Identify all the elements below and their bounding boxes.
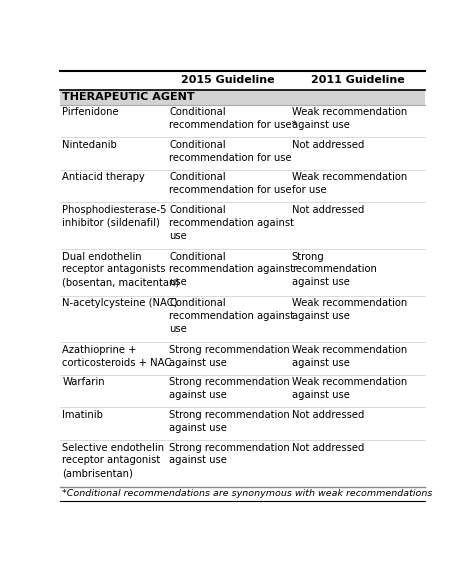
Text: Conditional
recommendation against
use: Conditional recommendation against use xyxy=(169,298,294,334)
Text: Dual endothelin
receptor antagonists
(bosentan, macitentan): Dual endothelin receptor antagonists (bo… xyxy=(62,251,180,287)
Text: Azathioprine +
corticosteroids + NAC: Azathioprine + corticosteroids + NAC xyxy=(62,345,172,368)
Text: Antiacid therapy: Antiacid therapy xyxy=(62,173,145,182)
Text: Not addressed: Not addressed xyxy=(292,410,364,420)
Text: Conditional
recommendation for use: Conditional recommendation for use xyxy=(169,173,292,196)
Text: Strong
recommendation
against use: Strong recommendation against use xyxy=(292,251,377,287)
Text: Weak recommendation
against use: Weak recommendation against use xyxy=(292,107,407,130)
Text: Strong recommendation
against use: Strong recommendation against use xyxy=(169,377,290,400)
Bar xyxy=(60,296,426,343)
Text: Nintedanib: Nintedanib xyxy=(62,140,117,150)
Text: Conditional
recommendation for use*: Conditional recommendation for use* xyxy=(169,107,297,130)
Text: Not addressed: Not addressed xyxy=(292,140,364,150)
Text: *Conditional recommendations are synonymous with weak recommendations: *Conditional recommendations are synonym… xyxy=(62,489,433,498)
Bar xyxy=(60,202,426,249)
Text: Weak recommendation
against use: Weak recommendation against use xyxy=(292,345,407,368)
Text: N-acetylcysteine (NAC): N-acetylcysteine (NAC) xyxy=(62,298,178,308)
Text: Conditional
recommendation against
use: Conditional recommendation against use xyxy=(169,251,294,287)
Text: Strong recommendation
against use: Strong recommendation against use xyxy=(169,410,290,433)
Text: Warfarin: Warfarin xyxy=(62,377,105,388)
Bar xyxy=(60,375,426,408)
Text: Not addressed: Not addressed xyxy=(292,205,364,215)
Text: Strong recommendation
against use: Strong recommendation against use xyxy=(169,443,290,466)
Bar xyxy=(60,440,426,487)
Text: THERAPEUTIC AGENT: THERAPEUTIC AGENT xyxy=(62,92,195,102)
Text: Phosphodiesterase-5
inhibitor (sildenafil): Phosphodiesterase-5 inhibitor (sildenafi… xyxy=(62,205,167,228)
Text: Weak recommendation
against use: Weak recommendation against use xyxy=(292,377,407,400)
Text: 2011 Guideline: 2011 Guideline xyxy=(311,75,405,86)
Text: Weak recommendation
for use: Weak recommendation for use xyxy=(292,173,407,196)
Text: Weak recommendation
against use: Weak recommendation against use xyxy=(292,298,407,321)
Bar xyxy=(60,343,426,375)
Text: Conditional
recommendation for use: Conditional recommendation for use xyxy=(169,140,292,162)
Bar xyxy=(60,71,426,90)
Text: 2015 Guideline: 2015 Guideline xyxy=(182,75,275,86)
Bar xyxy=(60,137,426,170)
Bar xyxy=(60,249,426,296)
Text: Pirfenidone: Pirfenidone xyxy=(62,107,119,117)
Bar xyxy=(60,105,426,137)
Text: Strong recommendation
against use: Strong recommendation against use xyxy=(169,345,290,368)
Text: Conditional
recommendation against
use: Conditional recommendation against use xyxy=(169,205,294,241)
Bar xyxy=(60,170,426,202)
Bar xyxy=(60,90,426,105)
Text: Imatinib: Imatinib xyxy=(62,410,103,420)
Text: Selective endothelin
receptor antagonist
(ambrisentan): Selective endothelin receptor antagonist… xyxy=(62,443,164,478)
Bar xyxy=(60,408,426,440)
Text: Not addressed: Not addressed xyxy=(292,443,364,453)
